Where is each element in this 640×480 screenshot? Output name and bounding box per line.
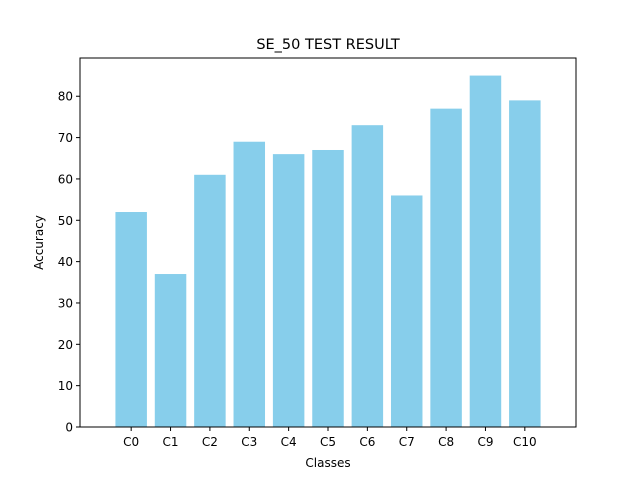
plot-frame [79,57,577,428]
y-tick-label: 40 [58,255,73,269]
bar-c1 [154,274,187,427]
x-axis-label: Classes [305,456,350,470]
x-tick-label: C7 [399,435,415,449]
y-tick-label: 0 [65,421,73,435]
bar-c5 [312,149,344,428]
bar-c6 [351,125,384,427]
y-axis-ticks: 0 10 20 30 40 50 60 70 80 [58,90,80,435]
x-tick-label: C10 [513,435,537,449]
y-tick-label: 10 [58,379,73,393]
x-tick-label: C6 [359,435,375,449]
bar-c7 [390,195,423,427]
bars-group [115,75,541,428]
y-axis-label: Accuracy [32,215,46,270]
x-tick-label: C8 [438,435,454,449]
bar-c8 [430,108,462,427]
y-tick-label: 70 [58,131,73,145]
x-axis-ticks: C0 C1 C2 C3 C4 C5 C6 C7 C8 C9 C10 [123,427,537,449]
x-tick-label: C4 [281,435,297,449]
chart-title: SE_50 TEST RESULT [256,37,400,53]
bar-c2 [194,174,226,427]
x-tick-label: C1 [163,435,179,449]
y-tick-label: 30 [58,296,73,310]
bar-c0 [115,212,147,427]
bar-c3 [233,141,266,427]
bar-c4 [272,154,305,428]
y-tick-label: 20 [58,338,73,352]
y-tick-label: 80 [58,90,73,104]
y-tick-label: 60 [58,172,73,186]
bar-c9 [469,75,502,428]
x-tick-label: C5 [320,435,336,449]
x-tick-label: C9 [477,435,493,449]
x-tick-label: C3 [241,435,257,449]
x-tick-label: C2 [202,435,218,449]
x-tick-label: C0 [123,435,139,449]
bar-c10 [509,100,541,428]
y-tick-label: 50 [58,214,73,228]
